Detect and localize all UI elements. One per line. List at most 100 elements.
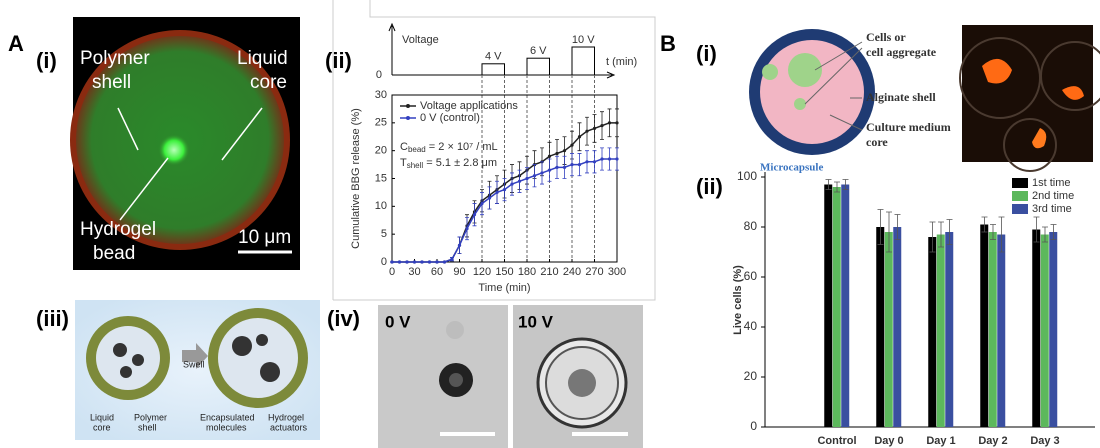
image-caption: Microcapsule (760, 162, 823, 174)
y-tick-label: 60 (744, 269, 758, 283)
data-point (555, 166, 558, 169)
pulse-label: 10 V (572, 34, 595, 46)
bar (1041, 235, 1049, 428)
swelling-schematic: Swell Liquid core Polymer shell Encapsul… (75, 300, 320, 440)
bar (833, 187, 841, 427)
microcapsule-schematic: Cells or cell aggregate Alginate shell C… (749, 25, 1100, 174)
legend-label: Voltage applications (420, 100, 518, 112)
image-label: core (866, 135, 888, 149)
data-point (443, 260, 446, 263)
data-point (435, 260, 438, 263)
bar (824, 185, 832, 428)
image-label: 10 V (518, 312, 554, 331)
y-axis-label: Live cells (%) (732, 265, 744, 335)
data-point (413, 260, 416, 263)
image-label: molecules (206, 422, 247, 432)
fluorescence-image: Polymer shell Liquid core Hydrogel bead … (70, 17, 300, 270)
legend-swatch (1012, 178, 1028, 188)
scale-bar-label: 10 μm (238, 227, 291, 248)
x-tick-label: Control (817, 435, 856, 447)
y-tick-label: 0 (750, 419, 757, 433)
bar (893, 227, 901, 427)
y-tick-label: 15 (375, 172, 387, 184)
data-point (405, 260, 408, 263)
y-tick-label: 100 (737, 169, 757, 183)
data-point (420, 260, 423, 263)
data-point (570, 163, 573, 166)
data-point (593, 160, 596, 163)
y-tick-label: 10 (375, 200, 387, 212)
data-point (563, 149, 566, 152)
x-tick-label: Day 3 (1030, 435, 1059, 447)
bar (997, 235, 1005, 428)
x-tick-label: 0 (389, 266, 395, 278)
data-point (555, 152, 558, 155)
y-tick-label: 5 (381, 228, 387, 240)
image-label: Polymer (80, 48, 150, 69)
image-label: Hydrogel (268, 412, 304, 422)
voltage-pulse (482, 64, 505, 75)
image-label: Liquid (237, 48, 288, 69)
legend-label: 2nd time (1032, 190, 1074, 202)
y-tick-label: 20 (375, 145, 387, 157)
annotation: Cbead = 2 × 10⁷ / mL (400, 141, 498, 154)
image-label: Polymer (134, 412, 167, 422)
x-tick-label: 300 (608, 266, 626, 278)
data-point (510, 182, 513, 185)
bar (841, 185, 849, 428)
y-tick-label: 30 (375, 89, 387, 101)
data-point (540, 171, 543, 174)
image-label: actuators (270, 422, 308, 432)
pulse-label: 4 V (485, 51, 502, 63)
x-tick-label: 90 (453, 266, 465, 278)
bar (989, 232, 997, 427)
x-tick-label: 30 (408, 266, 420, 278)
data-point (503, 188, 506, 191)
data-point (390, 260, 393, 263)
pulse-label: 6 V (530, 45, 547, 57)
x-tick-label: 240 (563, 266, 581, 278)
panel-label: B (660, 31, 676, 56)
x-tick-label: 210 (540, 266, 558, 278)
data-point (563, 166, 566, 169)
image-label: Alginate shell (866, 90, 936, 104)
image-label: 0 V (385, 312, 411, 331)
data-point (600, 124, 603, 127)
data-point (593, 127, 596, 130)
legend-marker (406, 116, 410, 120)
panel-label: (ii) (325, 48, 352, 73)
panel-label: A (8, 31, 24, 56)
legend-label: 1st time (1032, 177, 1071, 189)
voltage-pulse (572, 47, 595, 75)
data-point (428, 260, 431, 263)
data-point (615, 157, 618, 160)
data-point (450, 258, 453, 261)
time-axis-label: t (min) (606, 56, 637, 68)
image-label: Liquid (90, 412, 114, 422)
x-tick-label: Day 0 (874, 435, 903, 447)
x-tick-label: 120 (473, 266, 491, 278)
panel-label: (iii) (36, 306, 69, 331)
y-tick-label: 20 (744, 369, 758, 383)
annotation-text: = 5.1 ± 2.8 μm (423, 157, 497, 169)
figure: A (i) (ii) (iii) (iv) B (i) (ii) Polymer… (0, 0, 1100, 448)
y-tick-label: 40 (744, 319, 758, 333)
image-label: core (250, 72, 287, 93)
data-point (533, 174, 536, 177)
annotation-subscript: bead (408, 145, 426, 154)
annotation-text: = 2 × 10⁷ / mL (426, 141, 498, 153)
data-point (458, 244, 461, 247)
microscopy-images: 0 V 10 V (378, 305, 643, 448)
x-tick-label: Day 2 (978, 435, 1007, 447)
bar (885, 232, 893, 427)
data-point (480, 202, 483, 205)
y-tick-label: 80 (744, 219, 758, 233)
bar (928, 237, 936, 427)
panel-label: (ii) (696, 174, 723, 199)
x-tick-label: 270 (585, 266, 603, 278)
legend-label: 0 V (control) (420, 112, 480, 124)
data-point (585, 130, 588, 133)
data-point (398, 260, 401, 263)
y-axis-label: Cumulative BBG release (%) (350, 108, 362, 249)
annotation-subscript: shell (407, 161, 424, 170)
